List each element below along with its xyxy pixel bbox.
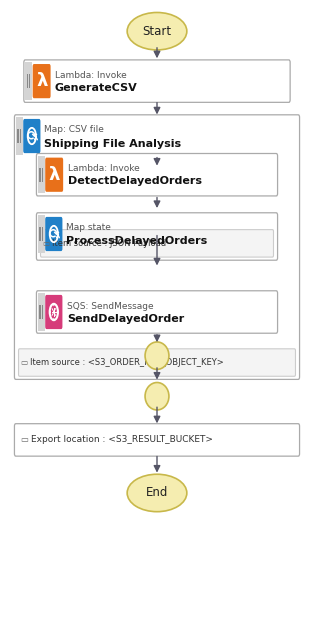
Bar	[41, 227, 43, 241]
FancyBboxPatch shape	[45, 217, 62, 251]
Text: Item source : JSON Payload: Item source : JSON Payload	[52, 239, 166, 248]
Text: Shipping File Analysis: Shipping File Analysis	[44, 139, 181, 149]
Ellipse shape	[145, 342, 169, 369]
FancyBboxPatch shape	[45, 158, 63, 192]
Text: SendDelayedOrder: SendDelayedOrder	[67, 314, 184, 324]
Bar	[19, 129, 21, 143]
Text: End: End	[146, 487, 168, 499]
Circle shape	[53, 318, 54, 320]
Text: GenerateCSV: GenerateCSV	[55, 83, 138, 93]
FancyBboxPatch shape	[23, 119, 41, 153]
Bar	[29, 74, 30, 88]
Ellipse shape	[145, 383, 169, 410]
Bar	[27, 74, 28, 88]
Bar	[41, 305, 43, 319]
FancyBboxPatch shape	[36, 154, 278, 196]
Text: ⟳: ⟳	[27, 130, 37, 142]
Text: λ: λ	[36, 72, 47, 90]
Text: λ: λ	[48, 166, 60, 183]
FancyBboxPatch shape	[36, 291, 278, 333]
Bar	[25, 62, 32, 100]
Ellipse shape	[127, 12, 187, 50]
FancyBboxPatch shape	[14, 424, 300, 456]
Bar	[17, 129, 19, 143]
FancyBboxPatch shape	[36, 213, 278, 260]
Text: SQS: SendMessage: SQS: SendMessage	[67, 301, 154, 311]
Bar	[16, 117, 23, 155]
FancyBboxPatch shape	[33, 64, 51, 98]
Text: Export location : <S3_RESULT_BUCKET>: Export location : <S3_RESULT_BUCKET>	[31, 436, 214, 444]
Text: ▭: ▭	[20, 436, 29, 444]
Circle shape	[53, 304, 54, 306]
Text: ▭: ▭	[42, 239, 49, 248]
FancyBboxPatch shape	[45, 295, 62, 329]
Text: Lambda: Invoke: Lambda: Invoke	[68, 164, 139, 173]
Bar	[38, 156, 45, 193]
Text: DetectDelayedOrders: DetectDelayedOrders	[68, 177, 202, 187]
Bar	[38, 293, 45, 331]
Bar	[40, 168, 41, 182]
Circle shape	[57, 311, 58, 313]
FancyBboxPatch shape	[41, 230, 273, 257]
Text: ▭: ▭	[20, 358, 27, 367]
Text: Item source : <S3_ORDER_FILE_OBJECT_KEY>: Item source : <S3_ORDER_FILE_OBJECT_KEY>	[30, 358, 224, 367]
Bar	[40, 305, 41, 319]
Bar	[38, 215, 45, 253]
Text: Start: Start	[143, 25, 171, 37]
Text: Map state: Map state	[66, 223, 111, 232]
Text: ⟳: ⟳	[49, 228, 59, 240]
FancyBboxPatch shape	[24, 60, 290, 102]
FancyBboxPatch shape	[14, 115, 300, 379]
Text: Map: CSV file: Map: CSV file	[44, 125, 104, 134]
Bar	[40, 227, 41, 241]
FancyBboxPatch shape	[19, 349, 295, 376]
Circle shape	[50, 311, 51, 313]
Ellipse shape	[127, 474, 187, 512]
Bar	[41, 168, 43, 182]
Text: ProcessDelayedOrders: ProcessDelayedOrders	[66, 236, 208, 246]
Text: Lambda: Invoke: Lambda: Invoke	[55, 71, 127, 80]
